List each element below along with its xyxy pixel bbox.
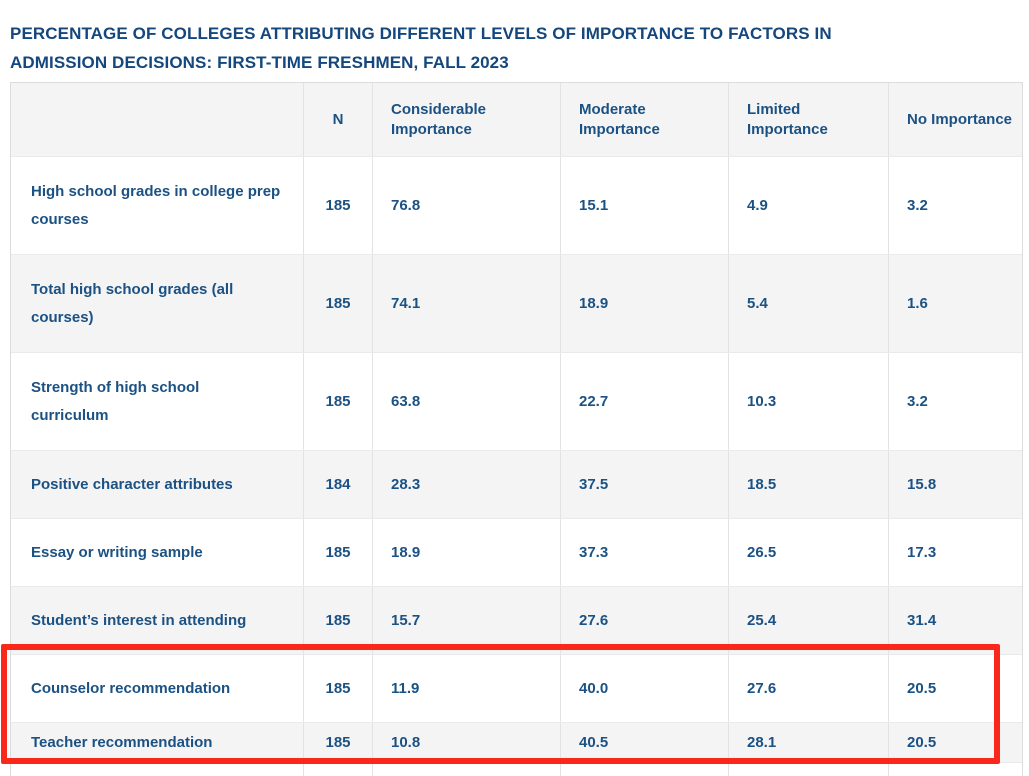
value-cell-limited: 4.9 <box>728 157 888 254</box>
value-cell-no-importance: 20.5 <box>888 723 1022 762</box>
value-cell-no-importance: 3.2 <box>888 157 1022 254</box>
importance-factors-table: N Considerable Importance Moderate Impor… <box>10 82 1023 776</box>
value-cell-limited: 28.1 <box>728 723 888 762</box>
n-cell: 185 <box>303 655 372 722</box>
column-header-label: Considerable Importance <box>391 100 487 138</box>
value-cell-no-importance: 31.4 <box>888 587 1022 654</box>
n-cell: 185 <box>303 723 372 762</box>
value-cell-limited: 27.6 <box>728 655 888 722</box>
value-cell-limited: 18.5 <box>728 451 888 518</box>
value-cell-considerable: 10.8 <box>372 723 560 762</box>
factor-cell: Positive character attributes <box>11 451 303 518</box>
value-cell-considerable: 11.9 <box>372 655 560 722</box>
value-cell-no-importance: 17.3 <box>888 519 1022 586</box>
header-cell-moderate: Moderate Importance <box>560 83 728 156</box>
factor-label-line-2: courses) <box>31 308 94 326</box>
factor-label-line-1: Essay or writing sample <box>31 543 203 561</box>
table-row: Strength of high school curriculum 185 6… <box>11 352 1022 450</box>
header-cell-limited: Limited Importance <box>728 83 888 156</box>
table-row: Teacher recommendation 185 10.8 40.5 28.… <box>11 722 1022 762</box>
n-cell: 185 <box>303 519 372 586</box>
value-cell-limited: 26.5 <box>728 519 888 586</box>
value-cell-considerable: 15.7 <box>372 587 560 654</box>
n-cell: 184 <box>303 451 372 518</box>
table-row: Student’s interest in attending 185 15.7… <box>11 586 1022 654</box>
page-title-line-2: ADMISSION DECISIONS: FIRST-TIME FRESHMEN… <box>10 53 509 73</box>
column-header-label: Moderate Importance <box>579 100 660 138</box>
column-header-label: Limited Importance <box>747 100 828 138</box>
value-cell-considerable: 76.8 <box>372 157 560 254</box>
column-header-label: No Importance <box>907 110 1013 128</box>
factor-label-line-1: Total high school grades (all <box>31 280 234 298</box>
table-row: Essay or writing sample 185 18.9 37.3 26… <box>11 518 1022 586</box>
n-cell: 185 <box>303 587 372 654</box>
value-cell-no-importance: 1.6 <box>888 255 1022 352</box>
value-cell-limited: 5.4 <box>728 255 888 352</box>
value-cell-considerable: 18.9 <box>372 519 560 586</box>
value-cell-limited: 25.4 <box>728 587 888 654</box>
value-cell-no-importance: 20.5 <box>888 655 1022 722</box>
factor-label-line-1: Teacher recommendation <box>31 733 213 751</box>
value-cell-moderate: 15.1 <box>560 157 728 254</box>
table-header-row: N Considerable Importance Moderate Impor… <box>11 83 1022 156</box>
partial-next-row <box>11 762 1022 776</box>
factor-label-line-1: Strength of high school <box>31 378 200 396</box>
value-cell-no-importance: 15.8 <box>888 451 1022 518</box>
table-row: Total high school grades (all courses) 1… <box>11 254 1022 352</box>
value-cell-moderate: 22.7 <box>560 353 728 450</box>
factor-cell: Counselor recommendation <box>11 655 303 722</box>
header-cell-n: N <box>303 83 372 156</box>
value-cell-limited: 10.3 <box>728 353 888 450</box>
value-cell-moderate: 37.5 <box>560 451 728 518</box>
factor-cell: Total high school grades (all courses) <box>11 255 303 352</box>
page-title: PERCENTAGE OF COLLEGES ATTRIBUTING DIFFE… <box>10 19 1022 77</box>
factor-label-line-1: Counselor recommendation <box>31 679 231 697</box>
header-cell-no-importance: No Importance <box>888 83 1022 156</box>
factor-label-line-1: Positive character attributes <box>31 475 233 493</box>
n-cell: 185 <box>303 157 372 254</box>
n-cell: 185 <box>303 255 372 352</box>
header-cell-considerable: Considerable Importance <box>372 83 560 156</box>
factor-label-line-1: Student’s interest in attending <box>31 611 247 629</box>
page-title-line-1: PERCENTAGE OF COLLEGES ATTRIBUTING DIFFE… <box>10 24 832 44</box>
value-cell-considerable: 74.1 <box>372 255 560 352</box>
value-cell-moderate: 40.5 <box>560 723 728 762</box>
value-cell-considerable: 28.3 <box>372 451 560 518</box>
column-header-label: N <box>332 110 344 128</box>
value-cell-considerable: 63.8 <box>372 353 560 450</box>
factor-label-line-2: courses <box>31 210 89 228</box>
factor-cell: Teacher recommendation <box>11 723 303 762</box>
factor-cell: Strength of high school curriculum <box>11 353 303 450</box>
table-row: High school grades in college prep cours… <box>11 156 1022 254</box>
value-cell-moderate: 18.9 <box>560 255 728 352</box>
factor-label-line-2: curriculum <box>31 406 109 424</box>
value-cell-no-importance: 3.2 <box>888 353 1022 450</box>
table-row: Counselor recommendation 185 11.9 40.0 2… <box>11 654 1022 722</box>
n-cell: 185 <box>303 353 372 450</box>
factor-cell: High school grades in college prep cours… <box>11 157 303 254</box>
factor-label-line-1: High school grades in college prep <box>31 182 281 200</box>
value-cell-moderate: 27.6 <box>560 587 728 654</box>
factor-cell: Essay or writing sample <box>11 519 303 586</box>
table-body: High school grades in college prep cours… <box>11 156 1022 762</box>
value-cell-moderate: 37.3 <box>560 519 728 586</box>
header-cell-factor <box>11 83 303 156</box>
value-cell-moderate: 40.0 <box>560 655 728 722</box>
factor-cell: Student’s interest in attending <box>11 587 303 654</box>
table-row: Positive character attributes 184 28.3 3… <box>11 450 1022 518</box>
